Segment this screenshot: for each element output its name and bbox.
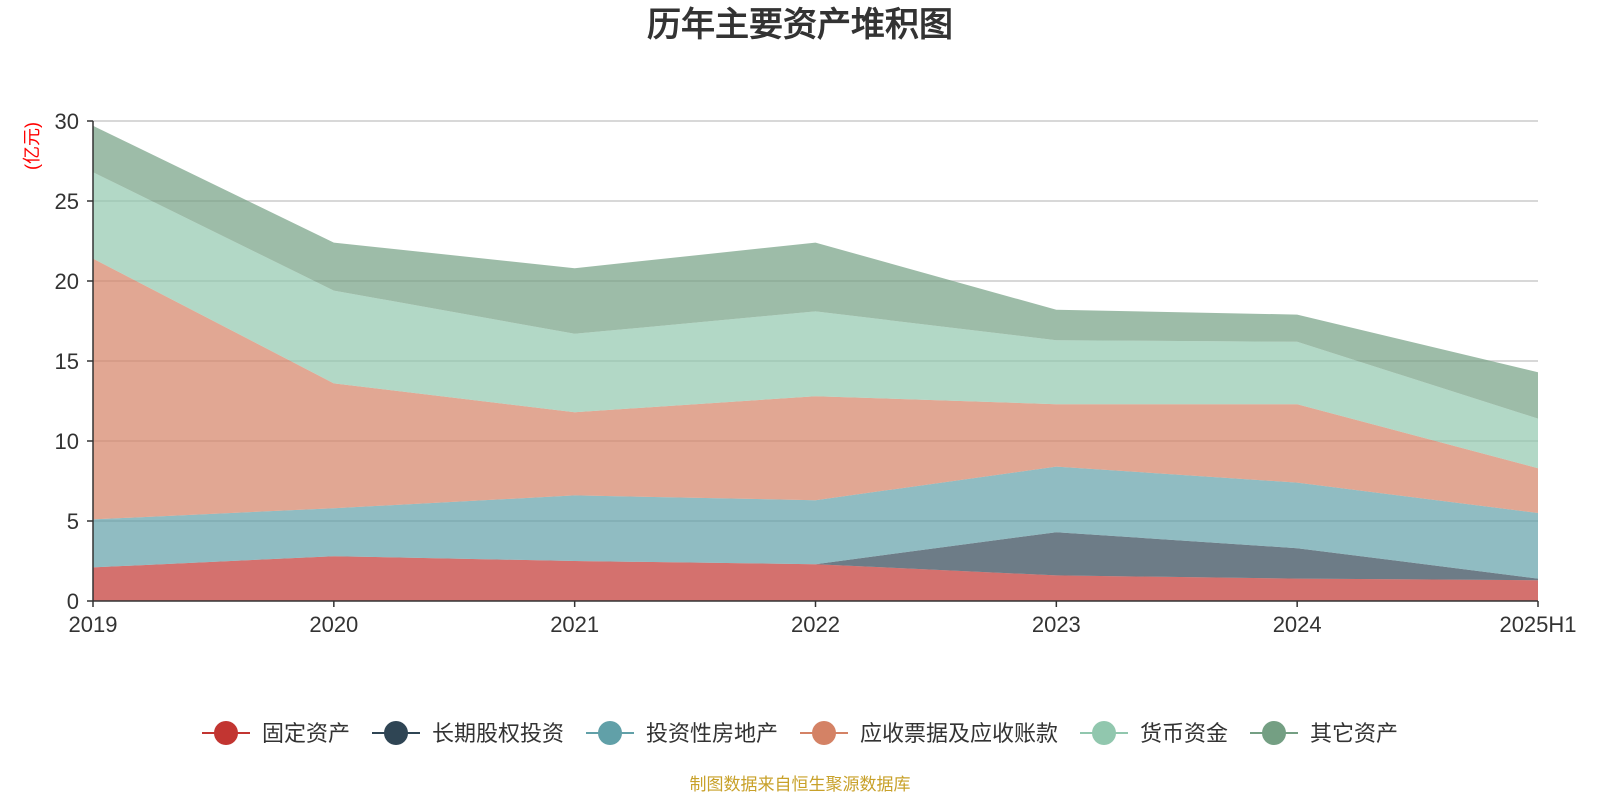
area-series-2 [93,532,1538,581]
legend-marker [214,721,238,745]
legend-marker [384,721,408,745]
y-tick-label: 10 [55,429,79,454]
y-axis-unit-label: (亿元) [22,122,42,170]
legend-item-6[interactable]: 其它资产 [1250,721,1398,746]
y-tick-label: 15 [55,349,79,374]
legend-marker [598,721,622,745]
legend-item-2[interactable]: 长期股权投资 [372,721,564,746]
legend-label: 应收票据及应收账款 [860,721,1058,746]
legend-label: 货币资金 [1140,721,1228,746]
x-tick-label: 2022 [791,612,840,637]
legend-item-5[interactable]: 货币资金 [1080,721,1228,746]
legend-marker [812,721,836,745]
area-series-3 [93,466,1538,579]
x-tick-label: 2023 [1032,612,1081,637]
legend-marker [1262,721,1286,745]
y-tick-label: 30 [55,109,79,134]
x-tick-label: 2024 [1273,612,1322,637]
legend-item-1[interactable]: 固定资产 [202,721,350,746]
legend-label: 其它资产 [1310,721,1398,746]
legend-item-4[interactable]: 应收票据及应收账款 [800,721,1058,746]
area-series-5 [93,172,1538,469]
x-tick-label: 2025H1 [1499,612,1576,637]
y-tick-label: 0 [67,589,79,614]
x-tick-label: 2020 [309,612,358,637]
area-series-6 [93,125,1538,419]
legend-label: 投资性房地产 [646,721,778,746]
axes: 0 5 10 15 20 25 30 2019 2020 2021 2022 2023 2024 2025… [55,109,1577,637]
area-series-4 [93,258,1538,520]
data-source-note: 制图数据来自恒生聚源数据库 [690,775,911,794]
area-series-1 [93,556,1538,601]
legend-label: 长期股权投资 [432,721,564,746]
y-tick-label: 20 [55,269,79,294]
x-tick-label: 2019 [69,612,118,637]
legend-label: 固定资产 [262,721,350,746]
x-tick-label: 2021 [550,612,599,637]
y-tick-label: 25 [55,189,79,214]
chart-title: 历年主要资产堆积图 [647,6,953,44]
legend-item-3[interactable]: 投资性房地产 [586,721,778,746]
legend-marker [1092,721,1116,745]
area-series-group [93,125,1538,601]
legend: 固定资产 长期股权投资 投资性房地产 应收票据及应收账款 货币资金 其它资产 [202,721,1398,746]
y-tick-label: 5 [67,509,79,534]
